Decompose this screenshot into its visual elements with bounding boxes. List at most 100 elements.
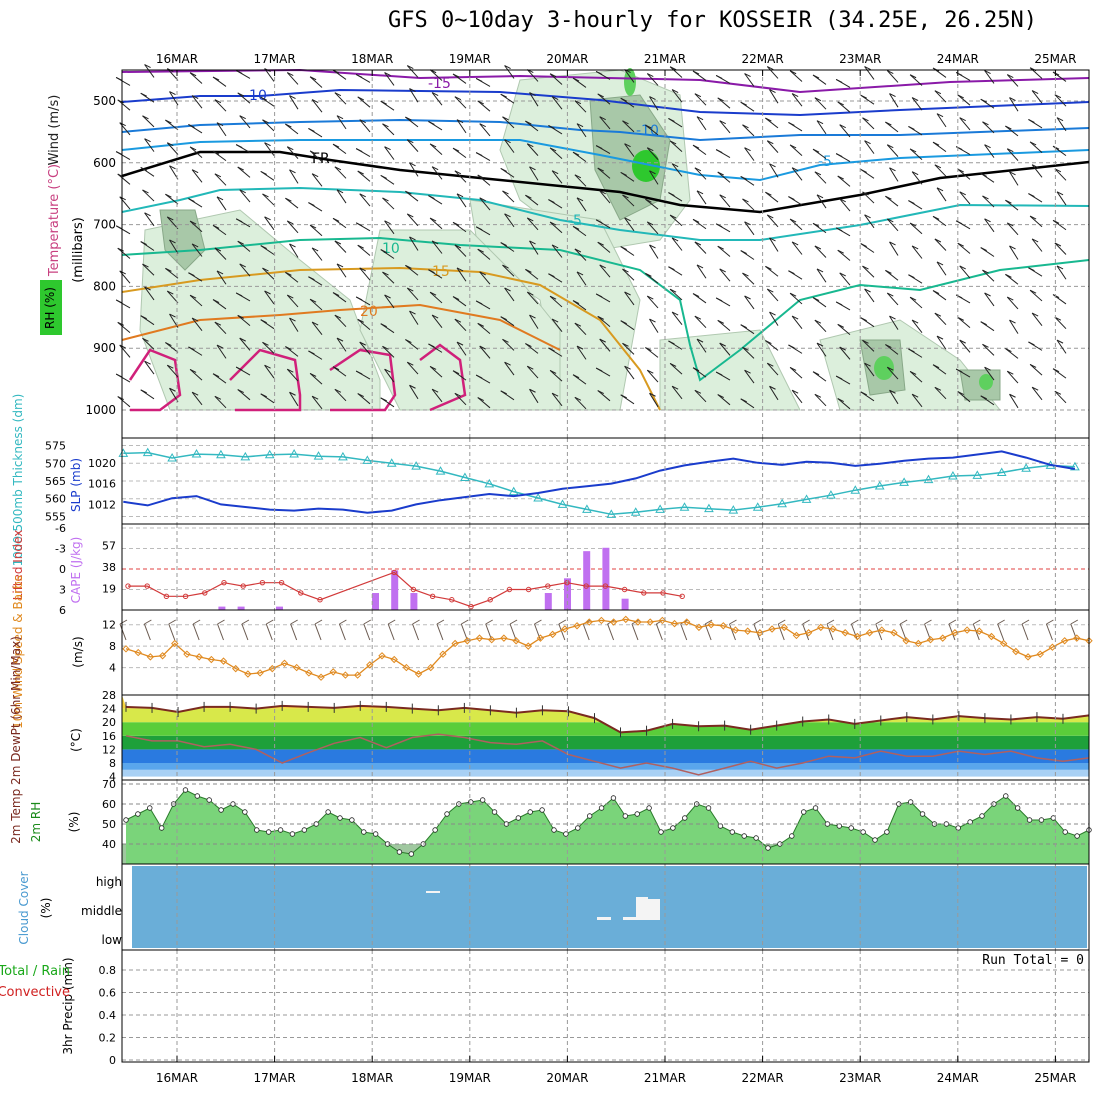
wind-barb-flag: [889, 389, 896, 394]
wind-barb: [405, 116, 419, 128]
wind-barb-flag: [837, 101, 844, 106]
wind-barb: [885, 195, 899, 207]
temp-color-band: [122, 749, 1089, 763]
wind-barb: [529, 166, 539, 181]
temp-tick-label: 8: [109, 757, 116, 770]
temp-tick-label: 12: [102, 743, 116, 756]
wind-barb: [477, 248, 491, 260]
wind-barb: [549, 370, 563, 382]
wind-barb-flag: [431, 314, 439, 319]
wind-barb: [649, 318, 659, 333]
wind-barb: [599, 264, 611, 278]
wind-barb-flag: [405, 339, 412, 343]
wind-barb-flag: [814, 393, 822, 398]
wind-barb-flag: [380, 249, 387, 254]
wind-barb: [165, 342, 179, 353]
wind-barb-flag: [740, 250, 747, 255]
wind-barb: [694, 93, 707, 106]
wind-barb: [765, 191, 779, 203]
wind-barb: [166, 364, 179, 378]
wind-barb: [384, 146, 395, 160]
ylabel-wind: Wind (m/s): [47, 95, 62, 166]
wind-barb: [957, 168, 971, 180]
wind-barb: [982, 195, 995, 208]
rh-point: [372, 831, 379, 837]
wind-barb-flag: [363, 619, 372, 625]
thickness-point: [752, 502, 763, 511]
wind-barb: [525, 194, 539, 206]
wind-barb-flag: [911, 171, 919, 176]
wind-barb: [405, 339, 419, 350]
cape-bar: [602, 547, 610, 610]
thickness-point: [508, 486, 519, 496]
wind-barb-flag: [287, 294, 294, 299]
wind-barb: [957, 242, 971, 254]
wind-speed-point: [841, 629, 849, 637]
wind-barb-flag: [500, 242, 507, 247]
slp-tick-label: 1012: [88, 498, 116, 511]
ylabel-rh: RH (%): [43, 287, 57, 329]
wind-barb: [406, 65, 419, 78]
wind-barb: [889, 167, 899, 182]
wind-barb: [574, 100, 587, 113]
wind-barb: [814, 97, 827, 110]
wind-barb-flag: [729, 619, 737, 625]
wind-barb-flag: [289, 391, 296, 396]
wind-barb-flag: [165, 267, 172, 272]
rh-unit: (%): [67, 812, 81, 833]
temperature-contour: [121, 139, 1090, 182]
wind-barb: [742, 124, 755, 137]
wind-barb-flag: [835, 301, 843, 306]
wind-barb: [1054, 168, 1067, 181]
wind-barb-flag: [527, 217, 534, 222]
temp-color-band: [122, 763, 1089, 770]
wind-barb-flag: [860, 94, 867, 99]
cape-tick-label: 19: [102, 583, 116, 596]
wind-barb-flag: [791, 315, 799, 320]
wind-barb-flag: [144, 212, 151, 217]
wind-speed-point: [804, 629, 813, 637]
wind-barb-flag: [791, 167, 799, 172]
wind-barb-flag: [620, 320, 627, 325]
wind-barb: [117, 247, 131, 259]
wind-speed-point: [963, 626, 971, 634]
wind-barb-flag: [237, 92, 244, 97]
wind-barb-flag: [694, 315, 702, 320]
wind-barb: [984, 144, 995, 158]
wind-barb-flag: [694, 241, 702, 246]
li-tick-label: -6: [55, 522, 66, 535]
lifted-index-point: [298, 590, 304, 596]
wind-barb: [405, 264, 419, 276]
rh-point: [1014, 805, 1021, 811]
wind-barb: [766, 362, 779, 376]
wind-barb: [694, 389, 707, 403]
lifted-index-point: [278, 579, 285, 586]
wind-barb-flag: [429, 217, 437, 222]
thickness-point: [386, 458, 397, 467]
thickness-point: [996, 467, 1007, 476]
wind-speed-point: [317, 673, 325, 681]
wind-barb-flag: [336, 115, 344, 120]
wind-barb-flag: [957, 168, 964, 173]
wind-barb: [765, 117, 779, 129]
wind-barb-flag: [485, 619, 493, 625]
wind-barb-flag: [668, 117, 675, 122]
wind-barb: [649, 96, 659, 111]
wind-barb: [909, 148, 923, 160]
wind-barb: [997, 623, 1005, 641]
upper-ytick-label: 600: [93, 156, 116, 170]
wind-barb-flag: [212, 373, 220, 378]
rh-point: [491, 809, 498, 815]
wind-barb: [454, 318, 467, 332]
wind-barb-flag: [889, 167, 896, 172]
wind-barb-flag: [599, 338, 606, 343]
wind-barb: [769, 163, 779, 178]
wind-barb-flag: [837, 175, 844, 180]
contour-label: FR: [312, 151, 330, 167]
rh-point: [1026, 817, 1033, 823]
wind-barb-flag: [189, 220, 197, 225]
wind-barb-flag: [407, 213, 414, 218]
wind-barb-flag: [572, 77, 580, 82]
wind-barb-flag: [692, 70, 700, 75]
wind-barb: [117, 99, 131, 111]
